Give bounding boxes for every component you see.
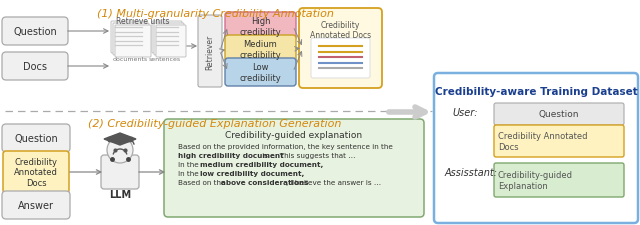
FancyBboxPatch shape: [2, 53, 68, 81]
Text: is … This suggests that …: is … This suggests that …: [260, 152, 355, 158]
Text: documents: documents: [113, 57, 148, 62]
Text: high credibility document: high credibility document: [178, 152, 284, 158]
FancyBboxPatch shape: [152, 22, 182, 54]
Polygon shape: [108, 137, 132, 141]
Text: Medium
credibility: Medium credibility: [239, 40, 282, 59]
FancyBboxPatch shape: [2, 124, 70, 152]
Text: (1) Multi-granularity Credibility Annotation: (1) Multi-granularity Credibility Annota…: [97, 9, 333, 19]
Text: Credibility
Annotated
Docs: Credibility Annotated Docs: [14, 158, 58, 187]
FancyBboxPatch shape: [434, 74, 638, 223]
Text: LLM: LLM: [109, 189, 131, 199]
FancyBboxPatch shape: [225, 59, 296, 87]
FancyBboxPatch shape: [111, 22, 147, 54]
Text: Credibility-aware Training Dataset: Credibility-aware Training Dataset: [435, 87, 637, 97]
FancyBboxPatch shape: [115, 26, 151, 58]
FancyBboxPatch shape: [494, 163, 624, 197]
FancyBboxPatch shape: [299, 9, 382, 89]
FancyBboxPatch shape: [198, 16, 222, 88]
FancyBboxPatch shape: [164, 119, 424, 217]
Text: User:: User:: [452, 108, 477, 117]
Text: High
credibility: High credibility: [239, 17, 282, 36]
FancyBboxPatch shape: [154, 24, 184, 56]
Text: In the: In the: [178, 170, 201, 176]
Text: Based on the: Based on the: [178, 179, 228, 185]
FancyBboxPatch shape: [2, 191, 70, 219]
Text: sentences: sentences: [149, 57, 181, 62]
Circle shape: [107, 137, 133, 163]
Text: Assisstant:: Assisstant:: [445, 167, 498, 177]
FancyBboxPatch shape: [225, 13, 296, 41]
FancyBboxPatch shape: [113, 24, 149, 56]
Text: Question: Question: [539, 110, 579, 119]
Text: Low
credibility: Low credibility: [239, 63, 282, 82]
Text: Docs: Docs: [23, 62, 47, 72]
Text: Based on the provided information, the key sentence in the: Based on the provided information, the k…: [178, 143, 393, 149]
FancyBboxPatch shape: [101, 155, 139, 189]
FancyBboxPatch shape: [311, 39, 370, 79]
FancyBboxPatch shape: [3, 151, 69, 193]
Text: (2) Credibility-guided Explanation Generation: (2) Credibility-guided Explanation Gener…: [88, 119, 342, 128]
FancyBboxPatch shape: [225, 36, 296, 64]
Text: medium credibility document,: medium credibility document,: [200, 161, 323, 167]
Text: Retrieve units: Retrieve units: [116, 17, 170, 26]
FancyBboxPatch shape: [2, 18, 68, 46]
Text: In the: In the: [178, 161, 201, 167]
FancyBboxPatch shape: [156, 26, 186, 58]
Text: above considerations: above considerations: [221, 179, 308, 185]
Polygon shape: [104, 133, 136, 145]
Text: low credibility document,: low credibility document,: [200, 170, 304, 176]
Text: Credibility Annotated
Docs: Credibility Annotated Docs: [498, 132, 588, 151]
FancyBboxPatch shape: [494, 104, 624, 126]
Text: Retriever: Retriever: [205, 34, 214, 69]
Text: Answer: Answer: [18, 200, 54, 210]
Text: Question: Question: [13, 27, 57, 37]
Text: Credibility-guided
Explanation: Credibility-guided Explanation: [498, 171, 573, 190]
Text: Credibility
Annotated Docs: Credibility Annotated Docs: [310, 21, 371, 40]
Text: Credibility-guided explanation: Credibility-guided explanation: [225, 130, 363, 139]
FancyBboxPatch shape: [494, 126, 624, 157]
Text: , I believe the answer is …: , I believe the answer is …: [286, 179, 381, 185]
Text: Question: Question: [14, 133, 58, 143]
